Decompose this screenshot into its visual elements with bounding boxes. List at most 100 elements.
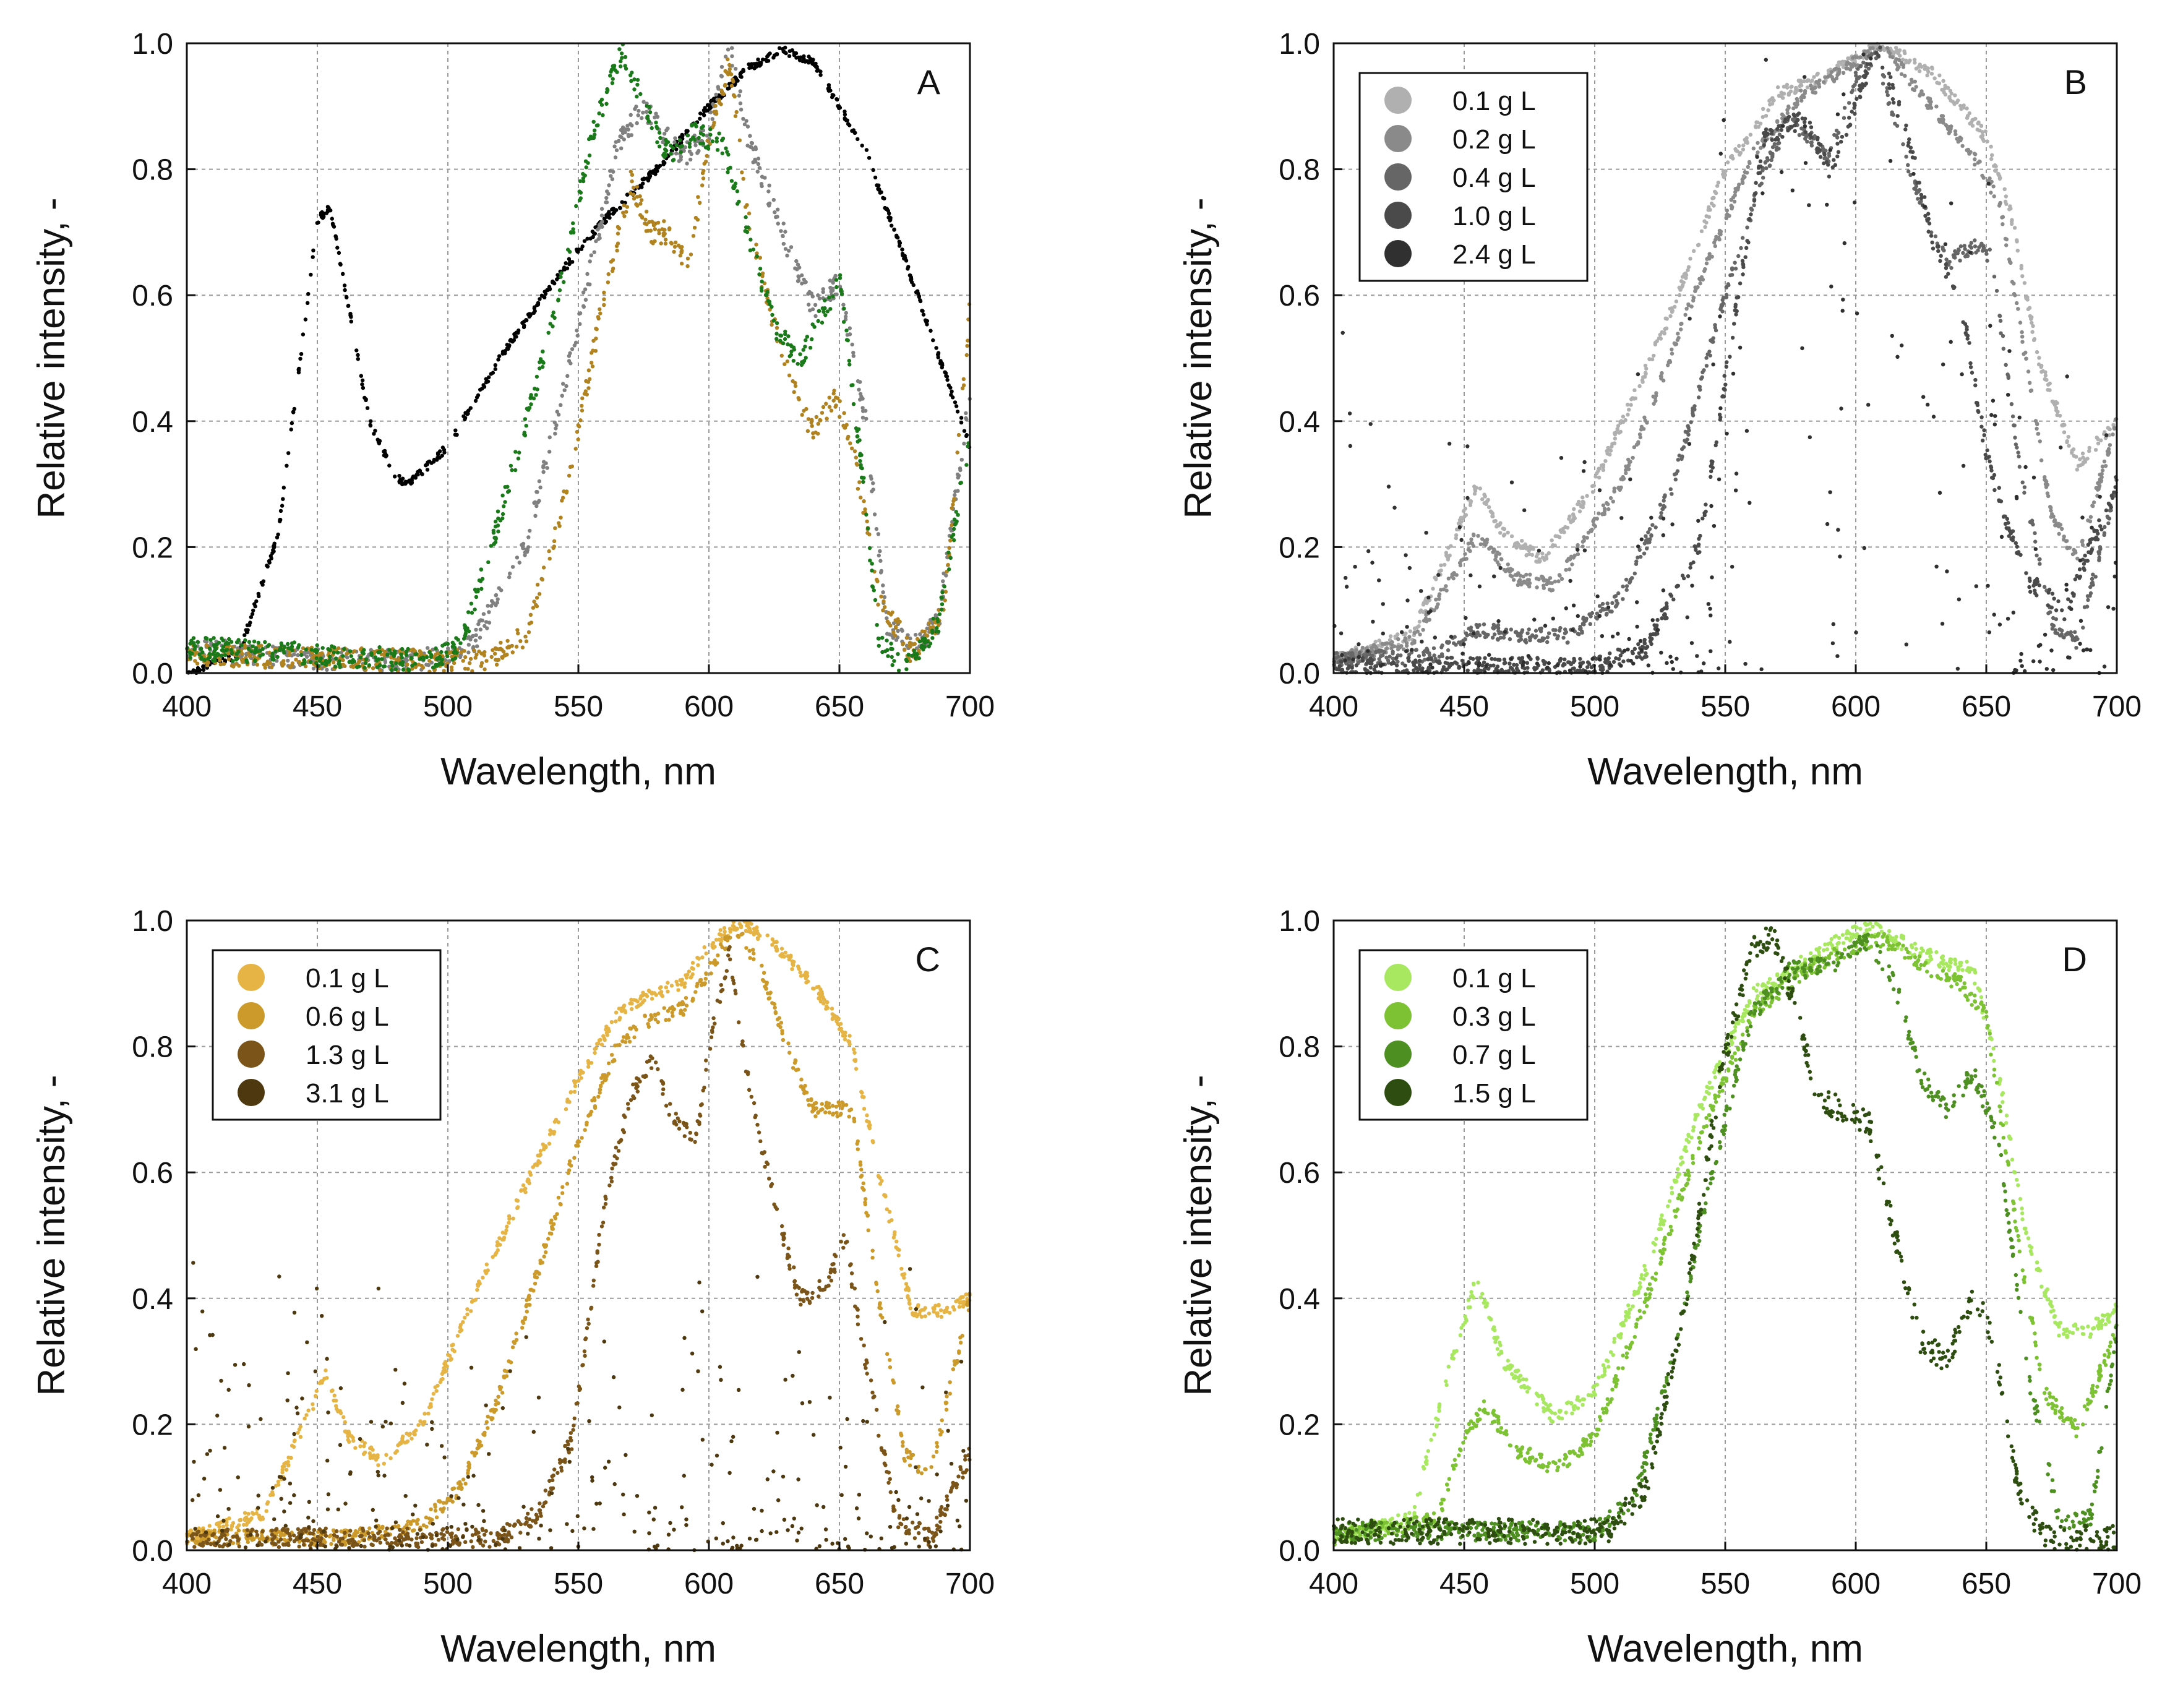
data-point	[338, 663, 342, 667]
data-point	[685, 133, 690, 137]
data-point	[1608, 496, 1613, 500]
data-point	[515, 556, 520, 560]
data-point	[672, 244, 677, 249]
data-point	[1550, 538, 1554, 543]
data-point	[1478, 542, 1483, 546]
data-point	[1659, 511, 1663, 515]
data-point	[1467, 547, 1471, 552]
data-point	[2001, 222, 2005, 226]
data-point	[1454, 536, 1458, 541]
data-point	[547, 435, 552, 440]
data-point	[1508, 573, 1512, 578]
data-point	[275, 654, 280, 659]
data-point	[864, 416, 868, 421]
data-point	[1934, 105, 1939, 109]
data-point	[354, 348, 359, 353]
data-point	[1570, 562, 1574, 567]
data-point	[435, 656, 439, 661]
data-point	[1919, 64, 1924, 69]
data-point	[1642, 551, 1647, 556]
data-point	[964, 417, 969, 422]
data-point	[875, 623, 879, 627]
data-point	[897, 244, 902, 248]
data-point	[332, 225, 337, 229]
data-point	[2038, 562, 2042, 566]
data-point	[808, 308, 812, 312]
data-point	[860, 397, 865, 401]
data-point	[901, 642, 906, 646]
data-point	[1748, 132, 1753, 137]
data-point	[2015, 249, 2020, 253]
data-point	[1712, 240, 1717, 245]
data-point	[2105, 514, 2109, 519]
data-point	[1736, 187, 1740, 192]
data-point	[1538, 627, 1542, 631]
data-point	[855, 429, 859, 433]
data-point	[1625, 403, 1630, 407]
data-point	[1723, 173, 1728, 178]
data-point	[756, 157, 761, 161]
data-point	[1483, 494, 1487, 499]
data-point	[766, 59, 771, 63]
data-point	[1645, 421, 1649, 425]
data-point	[885, 648, 890, 653]
data-point	[1958, 259, 1962, 263]
data-point	[1491, 626, 1496, 631]
data-point	[1612, 489, 1616, 494]
data-point	[378, 663, 382, 667]
data-point	[335, 246, 340, 250]
data-point	[1469, 628, 1473, 633]
data-point	[2074, 455, 2078, 459]
data-point	[547, 549, 551, 554]
data-point	[810, 58, 815, 63]
data-point	[608, 74, 612, 78]
data-point	[1725, 208, 1729, 213]
data-point	[2004, 363, 2008, 367]
data-point	[1703, 225, 1707, 230]
data-point	[522, 324, 526, 328]
data-point	[2022, 491, 2026, 495]
data-point	[1994, 288, 1999, 293]
data-point	[495, 509, 500, 513]
data-point	[1422, 658, 1427, 662]
data-point	[904, 635, 909, 640]
data-point	[2020, 330, 2024, 335]
data-point	[273, 649, 278, 654]
data-point	[1463, 637, 1467, 642]
data-point	[1981, 139, 1986, 143]
data-point	[291, 410, 296, 414]
data-point	[959, 458, 964, 462]
data-point	[1893, 60, 1897, 64]
data-point	[2022, 281, 2027, 285]
data-point	[330, 221, 335, 226]
data-point	[1853, 71, 1858, 75]
data-point	[1399, 644, 1404, 648]
data-point	[818, 418, 822, 423]
data-point	[2061, 635, 2065, 640]
data-point	[1605, 500, 1609, 505]
data-point	[2043, 377, 2048, 382]
data-point	[586, 161, 590, 165]
data-point	[535, 583, 540, 587]
data-point	[1464, 513, 1469, 517]
data-point	[440, 658, 444, 662]
data-point	[577, 189, 581, 194]
data-point	[453, 428, 458, 432]
data-point	[933, 613, 938, 617]
data-point	[1712, 195, 1716, 200]
data-point	[507, 645, 512, 650]
data-point	[1717, 231, 1722, 236]
data-point	[1842, 106, 1847, 110]
data-point	[2099, 479, 2103, 484]
data-point	[234, 662, 238, 666]
data-point	[1676, 458, 1681, 462]
data-point	[760, 271, 765, 276]
data-point	[2005, 372, 2010, 377]
data-point	[1952, 253, 1956, 257]
data-point	[1446, 648, 1451, 653]
data-point	[669, 241, 674, 246]
data-point	[893, 633, 898, 638]
data-point	[1809, 144, 1814, 148]
data-point	[276, 532, 280, 537]
data-point	[275, 535, 280, 539]
